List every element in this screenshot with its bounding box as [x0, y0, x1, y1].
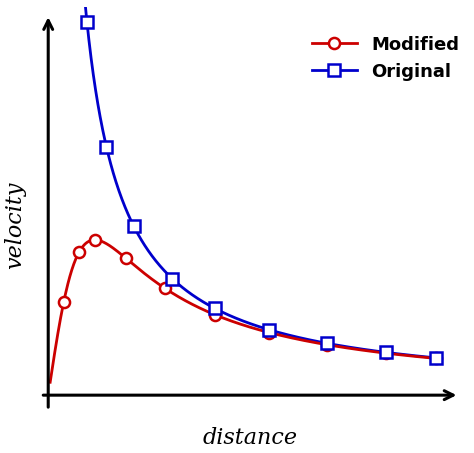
Text: distance: distance	[202, 427, 297, 448]
Text: velocity: velocity	[4, 181, 26, 269]
Legend: Modified, Original: Modified, Original	[305, 29, 467, 88]
